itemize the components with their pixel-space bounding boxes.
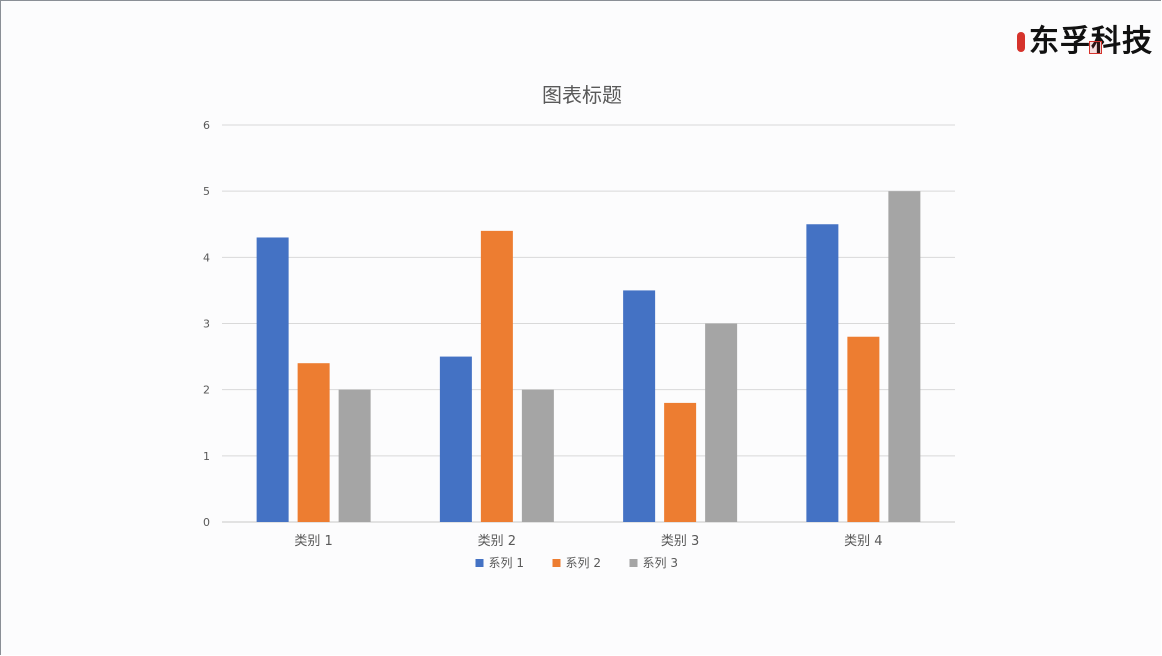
chart-title: 图表标题 (542, 83, 622, 107)
legend-label-series2: 系列 2 (566, 556, 601, 570)
legend-swatch-series2 (552, 559, 561, 567)
x-tick-label: 类别 4 (844, 534, 882, 549)
legend-label-series3: 系列 3 (643, 556, 678, 570)
y-tick-label: 6 (203, 119, 210, 132)
y-tick-label: 2 (203, 384, 210, 397)
bar-series1-category3 (623, 290, 656, 522)
bar-series1-category1 (256, 237, 289, 522)
x-axis-ticks: 类别 1 类别 2 类别 3 类别 4 (294, 534, 882, 549)
y-tick-label: 4 (203, 251, 210, 264)
gridlines (222, 124, 955, 523)
x-tick-label: 类别 1 (294, 534, 332, 549)
x-tick-label: 类别 3 (661, 534, 699, 549)
bar-series3-category2 (521, 389, 554, 522)
bar-series2-category3 (664, 402, 697, 522)
x-tick-label: 类别 2 (478, 534, 516, 549)
bar-series3-category4 (888, 191, 921, 522)
stamp-icon (1089, 41, 1102, 54)
bar-series1-category4 (806, 224, 839, 522)
bar-series2-category1 (297, 363, 330, 522)
y-tick-label: 1 (203, 450, 210, 463)
bar-series3-category1 (338, 389, 371, 522)
seal-mark-icon (1017, 32, 1025, 52)
bar-series1-category2 (439, 356, 472, 522)
bar-series2-category4 (847, 336, 880, 522)
y-tick-label: 3 (203, 318, 210, 331)
legend-swatch-series1 (475, 559, 484, 567)
legend: 系列 1 系列 2 系列 3 (475, 556, 678, 570)
y-tick-label: 5 (203, 185, 210, 198)
bars (256, 191, 921, 522)
legend-label-series1: 系列 1 (489, 556, 524, 570)
legend-swatch-series3 (629, 559, 638, 567)
y-axis-ticks: 0 1 2 3 4 5 6 (203, 119, 210, 529)
brand-logo: 东孚科技 (1017, 19, 1153, 65)
bar-series2-category2 (480, 230, 513, 522)
bar-series3-category3 (705, 323, 738, 522)
y-tick-label: 0 (203, 516, 210, 529)
